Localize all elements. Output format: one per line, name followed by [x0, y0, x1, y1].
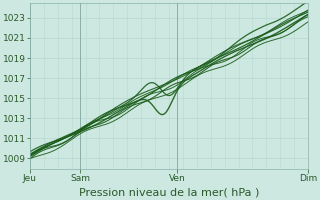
X-axis label: Pression niveau de la mer( hPa ): Pression niveau de la mer( hPa )	[79, 187, 259, 197]
